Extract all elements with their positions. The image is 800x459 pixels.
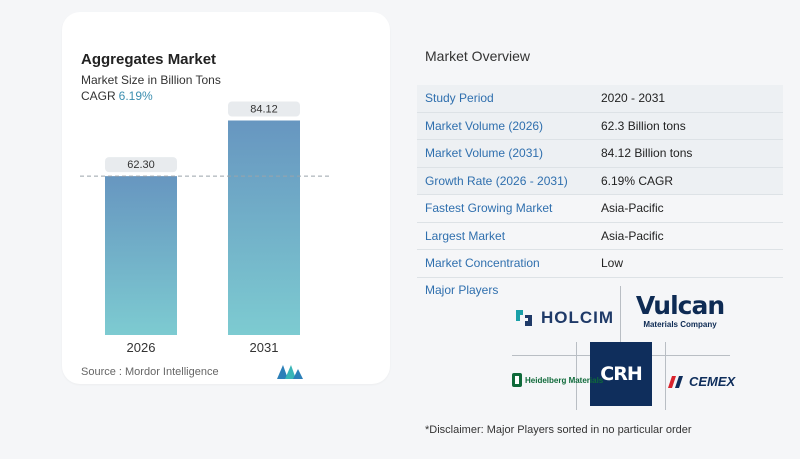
cemex-mark-icon (668, 375, 683, 388)
overview-title: Market Overview (425, 48, 531, 64)
overview-value: 62.3 Billion tons (601, 118, 686, 133)
cagr-label: CAGR (81, 89, 116, 103)
x-tick-label: 2031 (250, 340, 279, 355)
data-label: 62.30 (127, 159, 155, 171)
overview-row: Fastest Growing Market Asia-Pacific (417, 195, 783, 223)
overview-value: 84.12 Billion tons (601, 146, 693, 161)
overview-row: Growth Rate (2026 - 2031) 6.19% CAGR (417, 167, 783, 195)
vulcan-logo: Vulcan Materials Company (635, 291, 725, 330)
major-players-title: Major Players (425, 283, 499, 297)
heidelberg-logo: Heidelberg Materials (512, 373, 603, 387)
overview-value: Low (601, 256, 624, 271)
overview-value: 6.19% CAGR (601, 173, 674, 188)
overview-label: Largest Market (425, 228, 506, 243)
cemex-logo: CEMEX (668, 374, 735, 389)
overview-value: 2020 - 2031 (601, 91, 666, 106)
overview-label: Study Period (425, 91, 494, 106)
data-label-bg (228, 101, 300, 117)
overview-row: Market Concentration Low (417, 250, 783, 278)
logo-divider (620, 286, 621, 343)
x-tick-label: 2026 (127, 340, 156, 355)
cagr-value: 6.19% (118, 89, 153, 103)
chart-subtitle: Market Size in Billion Tons (81, 73, 221, 87)
disclaimer: *Disclaimer: Major Players sorted in no … (425, 424, 692, 436)
data-label: 84.12 (250, 103, 278, 115)
logo-divider (576, 342, 577, 410)
logo-divider (665, 342, 666, 410)
mordor-logo-icon (277, 365, 303, 379)
bar-chart: 62.30 2026 84.12 2031 (80, 101, 330, 355)
overview-label: Fastest Growing Market (425, 201, 553, 216)
overview-row: Study Period 2020 - 2031 (417, 85, 783, 113)
overview-label: Market Concentration (425, 256, 540, 271)
overview-row: Market Volume (2031) 84.12 Billion tons (417, 140, 783, 168)
overview-value: Asia-Pacific (601, 228, 664, 243)
holcim-mark-icon (516, 310, 532, 326)
chart-title: Aggregates Market (81, 51, 217, 68)
heidelberg-mark-icon (512, 373, 522, 387)
bar-2026 (105, 176, 177, 335)
overview-value: Asia-Pacific (601, 201, 664, 216)
overview-row: Market Volume (2026) 62.3 Billion tons (417, 112, 783, 140)
cagr-line: CAGR 6.19% (81, 89, 153, 103)
crh-logo: CRH (590, 342, 652, 406)
overview-label: Market Volume (2026) (425, 118, 544, 133)
overview-table: Study Period 2020 - 2031 Market Volume (… (417, 85, 783, 278)
overview-label: Market Volume (2031) (425, 146, 544, 161)
bar-2031 (228, 120, 300, 335)
overview-label: Growth Rate (2026 - 2031) (425, 173, 568, 188)
holcim-logo: HOLCIM (512, 306, 614, 330)
data-label-bg (105, 157, 177, 173)
overview-row: Largest Market Asia-Pacific (417, 223, 783, 250)
source-note: Source : Mordor Intelligence (81, 366, 219, 378)
